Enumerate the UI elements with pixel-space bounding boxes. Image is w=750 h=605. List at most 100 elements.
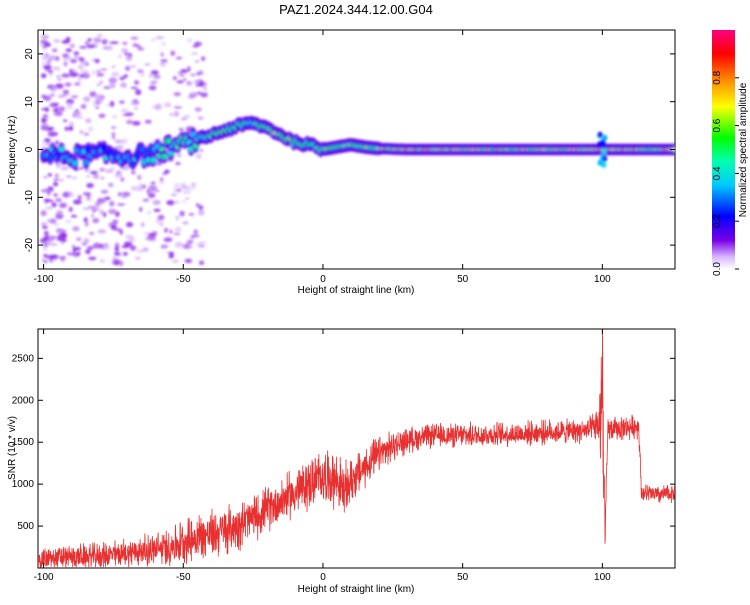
spectrogram-ridge-core: [83, 160, 89, 165]
spectrogram-noise-blob: [43, 230, 49, 236]
spectrogram-feature-blob: [601, 161, 607, 168]
spectrogram-noise-blob: [130, 65, 137, 68]
spectrogram-noise-blob: [182, 114, 191, 119]
spectrogram-noise-blob: [189, 245, 194, 249]
spectrogram-noise-blob: [117, 203, 126, 206]
spectrogram-noise-blob: [74, 56, 79, 58]
spectrogram-ridge-core: [150, 157, 156, 163]
spectrogram-noise-blob: [92, 242, 102, 249]
spectrogram-noise-blob: [125, 55, 133, 62]
spectrogram-noise-blob: [56, 75, 61, 78]
figure-title: PAZ1.2024.344.12.00.G04: [279, 2, 433, 17]
spectrogram-noise-blob: [76, 251, 81, 256]
spectrogram-noise-blob: [87, 245, 94, 251]
spectrogram-noise-blob: [46, 141, 51, 146]
spectrogram-noise-blob: [72, 246, 81, 251]
spectrogram-noise-blob: [50, 243, 58, 246]
spectrogram-noise-blob: [68, 121, 75, 127]
spectrogram-noise-blob: [64, 82, 72, 87]
spectrogram-ytick-label: 0: [24, 146, 35, 152]
spectrogram-noise-blob: [148, 192, 156, 198]
spectrogram-noise-blob: [173, 187, 177, 193]
spectrogram-noise-blob: [68, 125, 74, 131]
spectrogram-xlabel: Height of straight line (km): [298, 285, 415, 296]
spectrogram-noise-blob: [82, 192, 92, 196]
spectrogram-noise-blob: [58, 178, 64, 182]
spectrogram-noise-blob: [124, 66, 131, 71]
spectrogram-noise-blob: [40, 210, 47, 217]
spectrogram-noise-blob: [175, 162, 181, 165]
spectrogram-noise-blob: [144, 63, 151, 66]
spectrogram-noise-blob: [154, 189, 160, 193]
spectrogram-noise-blob: [68, 190, 73, 196]
spectrogram-noise-blob: [131, 170, 136, 175]
spectrogram-noise-blob: [56, 210, 63, 216]
spectrogram-noise-blob: [75, 237, 82, 242]
spectrogram-noise-blob: [115, 211, 120, 217]
spectrogram-noise-blob: [55, 198, 62, 202]
spectrogram-noise-blob: [108, 77, 118, 84]
spectrogram-noise-blob: [161, 42, 166, 46]
spectrogram-noise-blob: [191, 183, 197, 186]
spectrogram-noise-blob: [98, 113, 106, 118]
spectrogram-noise-blob: [159, 177, 164, 182]
spectrogram-noise-blob: [182, 243, 192, 250]
spectrogram-noise-blob: [53, 39, 61, 43]
spectrogram-noise-blob: [144, 119, 152, 124]
spectrogram-noise-blob: [63, 60, 68, 67]
spectrogram-noise-blob: [78, 167, 84, 170]
spectrogram-noise-blob: [160, 220, 164, 225]
snr-xlabel: Height of straight line (km): [298, 584, 415, 595]
spectrogram-noise-blob: [114, 228, 122, 232]
spectrogram-noise-blob: [41, 225, 48, 229]
spectrogram-noise-blob: [92, 37, 102, 41]
spectrogram-noise-blob: [55, 83, 64, 89]
spectrogram-noise-blob: [130, 186, 139, 191]
snr-ytick-label: 2000: [12, 395, 35, 406]
spectrogram-ytick-label: -20: [24, 237, 35, 252]
spectrogram-noise-blob: [91, 71, 96, 74]
spectrogram-noise-blob: [126, 119, 134, 125]
spectrogram-noise-blob: [189, 92, 198, 98]
spectrogram-xtick-label: 50: [457, 274, 469, 285]
spectrogram-noise-blob: [155, 36, 165, 40]
spectrogram-noise-blob: [62, 56, 72, 60]
spectrogram-noise-blob: [78, 56, 83, 62]
spectrogram-noise-blob: [122, 113, 130, 116]
snr-xtick-label: 100: [594, 572, 611, 583]
spectrogram-noise-blob: [55, 229, 64, 234]
spectrogram-ridge-core: [101, 145, 107, 150]
spectrogram-noise-blob: [174, 183, 181, 187]
spectrogram-noise-blob: [77, 195, 82, 200]
spectrogram-noise-blob: [200, 92, 208, 98]
snr-line-layer: [38, 329, 675, 568]
spectrogram-noise-blob: [95, 98, 103, 104]
snr-frame: [37, 328, 676, 569]
spectrogram-noise-blob: [155, 162, 163, 166]
spectrogram-noise-blob: [99, 258, 105, 264]
spectrogram-noise-blob: [62, 191, 71, 198]
spectrogram-noise-blob: [42, 52, 47, 56]
spectrogram-ridge-core: [58, 147, 65, 152]
spectrogram-noise-blob: [101, 39, 108, 45]
spectrogram-noise-blob: [196, 242, 204, 248]
colorbar-tick-label: 0.6: [712, 118, 723, 132]
spectrogram-noise-blob: [66, 98, 74, 105]
spectrogram-noise-blob: [187, 38, 193, 43]
spectrogram-noise-blob: [58, 106, 66, 112]
spectrogram-noise-blob: [79, 130, 84, 134]
spectrogram-noise-blob: [126, 221, 134, 228]
spectrogram-noise-blob: [118, 260, 124, 267]
spectrogram-noise-blob: [80, 61, 88, 65]
spectrogram-noise-blob: [182, 190, 191, 194]
spectrogram-noise-blob: [99, 209, 104, 215]
spectrogram-noise-blob: [150, 38, 156, 42]
spectrogram-noise-blob: [188, 213, 195, 216]
spectrogram-noise-blob: [44, 241, 53, 245]
spectrogram-noise-blob: [103, 86, 111, 89]
spectrogram-noise-blob: [64, 126, 69, 131]
spectrogram-noise-blob: [193, 229, 198, 234]
spectrogram-noise-blob: [96, 83, 101, 86]
spectrogram-noise-blob: [60, 241, 65, 245]
spectrogram-noise-blob: [94, 94, 103, 100]
